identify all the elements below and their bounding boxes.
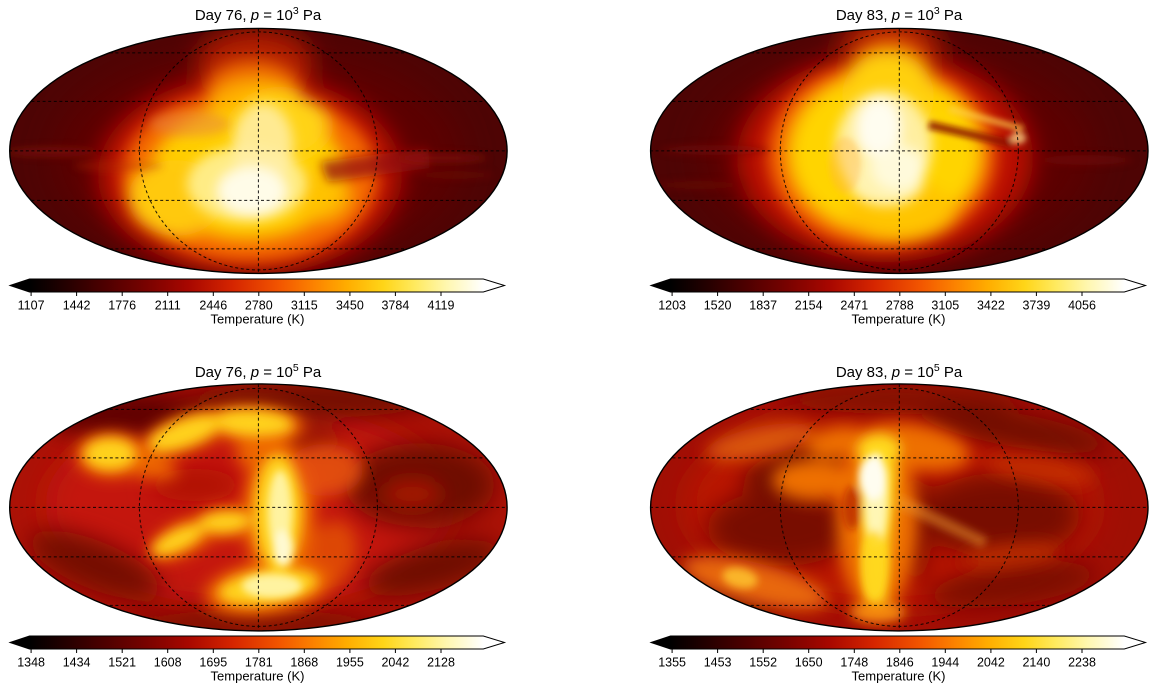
svg-text:2446: 2446 [199,299,227,313]
svg-text:3784: 3784 [381,299,409,313]
svg-text:1837: 1837 [749,299,777,313]
svg-text:Temperature (K): Temperature (K) [211,312,305,327]
svg-text:Day 83, p = 105 Pa: Day 83, p = 105 Pa [836,362,963,381]
svg-text:1355: 1355 [658,656,686,670]
svg-text:1781: 1781 [245,656,273,670]
svg-text:1442: 1442 [63,299,91,313]
svg-text:2042: 2042 [381,656,409,670]
svg-text:1520: 1520 [704,299,732,313]
svg-text:1348: 1348 [17,656,45,670]
svg-text:1552: 1552 [749,656,777,670]
svg-text:1521: 1521 [108,656,136,670]
svg-text:4119: 4119 [428,299,455,313]
svg-text:3450: 3450 [336,299,364,313]
svg-text:2788: 2788 [886,299,914,313]
svg-text:2140: 2140 [1022,656,1050,670]
svg-text:2128: 2128 [427,656,455,670]
svg-text:4056: 4056 [1068,299,1096,313]
svg-text:3422: 3422 [977,299,1005,313]
svg-text:1608: 1608 [154,656,182,670]
svg-text:1434: 1434 [63,656,91,670]
svg-text:1650: 1650 [795,656,823,670]
svg-text:Temperature (K): Temperature (K) [211,669,305,684]
svg-text:Temperature (K): Temperature (K) [852,669,946,684]
svg-text:1748: 1748 [840,656,868,670]
svg-text:1453: 1453 [704,656,732,670]
svg-text:3739: 3739 [1022,299,1050,313]
svg-text:Day 83, p = 103 Pa: Day 83, p = 103 Pa [836,5,963,24]
svg-text:2111: 2111 [155,299,181,313]
svg-text:1695: 1695 [199,656,227,670]
svg-text:Day 76, p = 103 Pa: Day 76, p = 103 Pa [195,5,322,24]
svg-text:1776: 1776 [108,299,136,313]
svg-text:3115: 3115 [291,299,318,313]
svg-text:Temperature (K): Temperature (K) [852,312,946,327]
svg-text:2042: 2042 [977,656,1005,670]
svg-text:2780: 2780 [245,299,273,313]
svg-text:2154: 2154 [795,299,823,313]
svg-text:2471: 2471 [840,299,868,313]
svg-text:Day 76, p = 105 Pa: Day 76, p = 105 Pa [195,362,322,381]
svg-text:1203: 1203 [658,299,686,313]
svg-text:1846: 1846 [886,656,914,670]
svg-text:1955: 1955 [336,656,364,670]
svg-text:1868: 1868 [290,656,318,670]
svg-text:2238: 2238 [1068,656,1096,670]
svg-text:3105: 3105 [931,299,959,313]
svg-text:1107: 1107 [18,299,45,313]
svg-text:1944: 1944 [931,656,959,670]
